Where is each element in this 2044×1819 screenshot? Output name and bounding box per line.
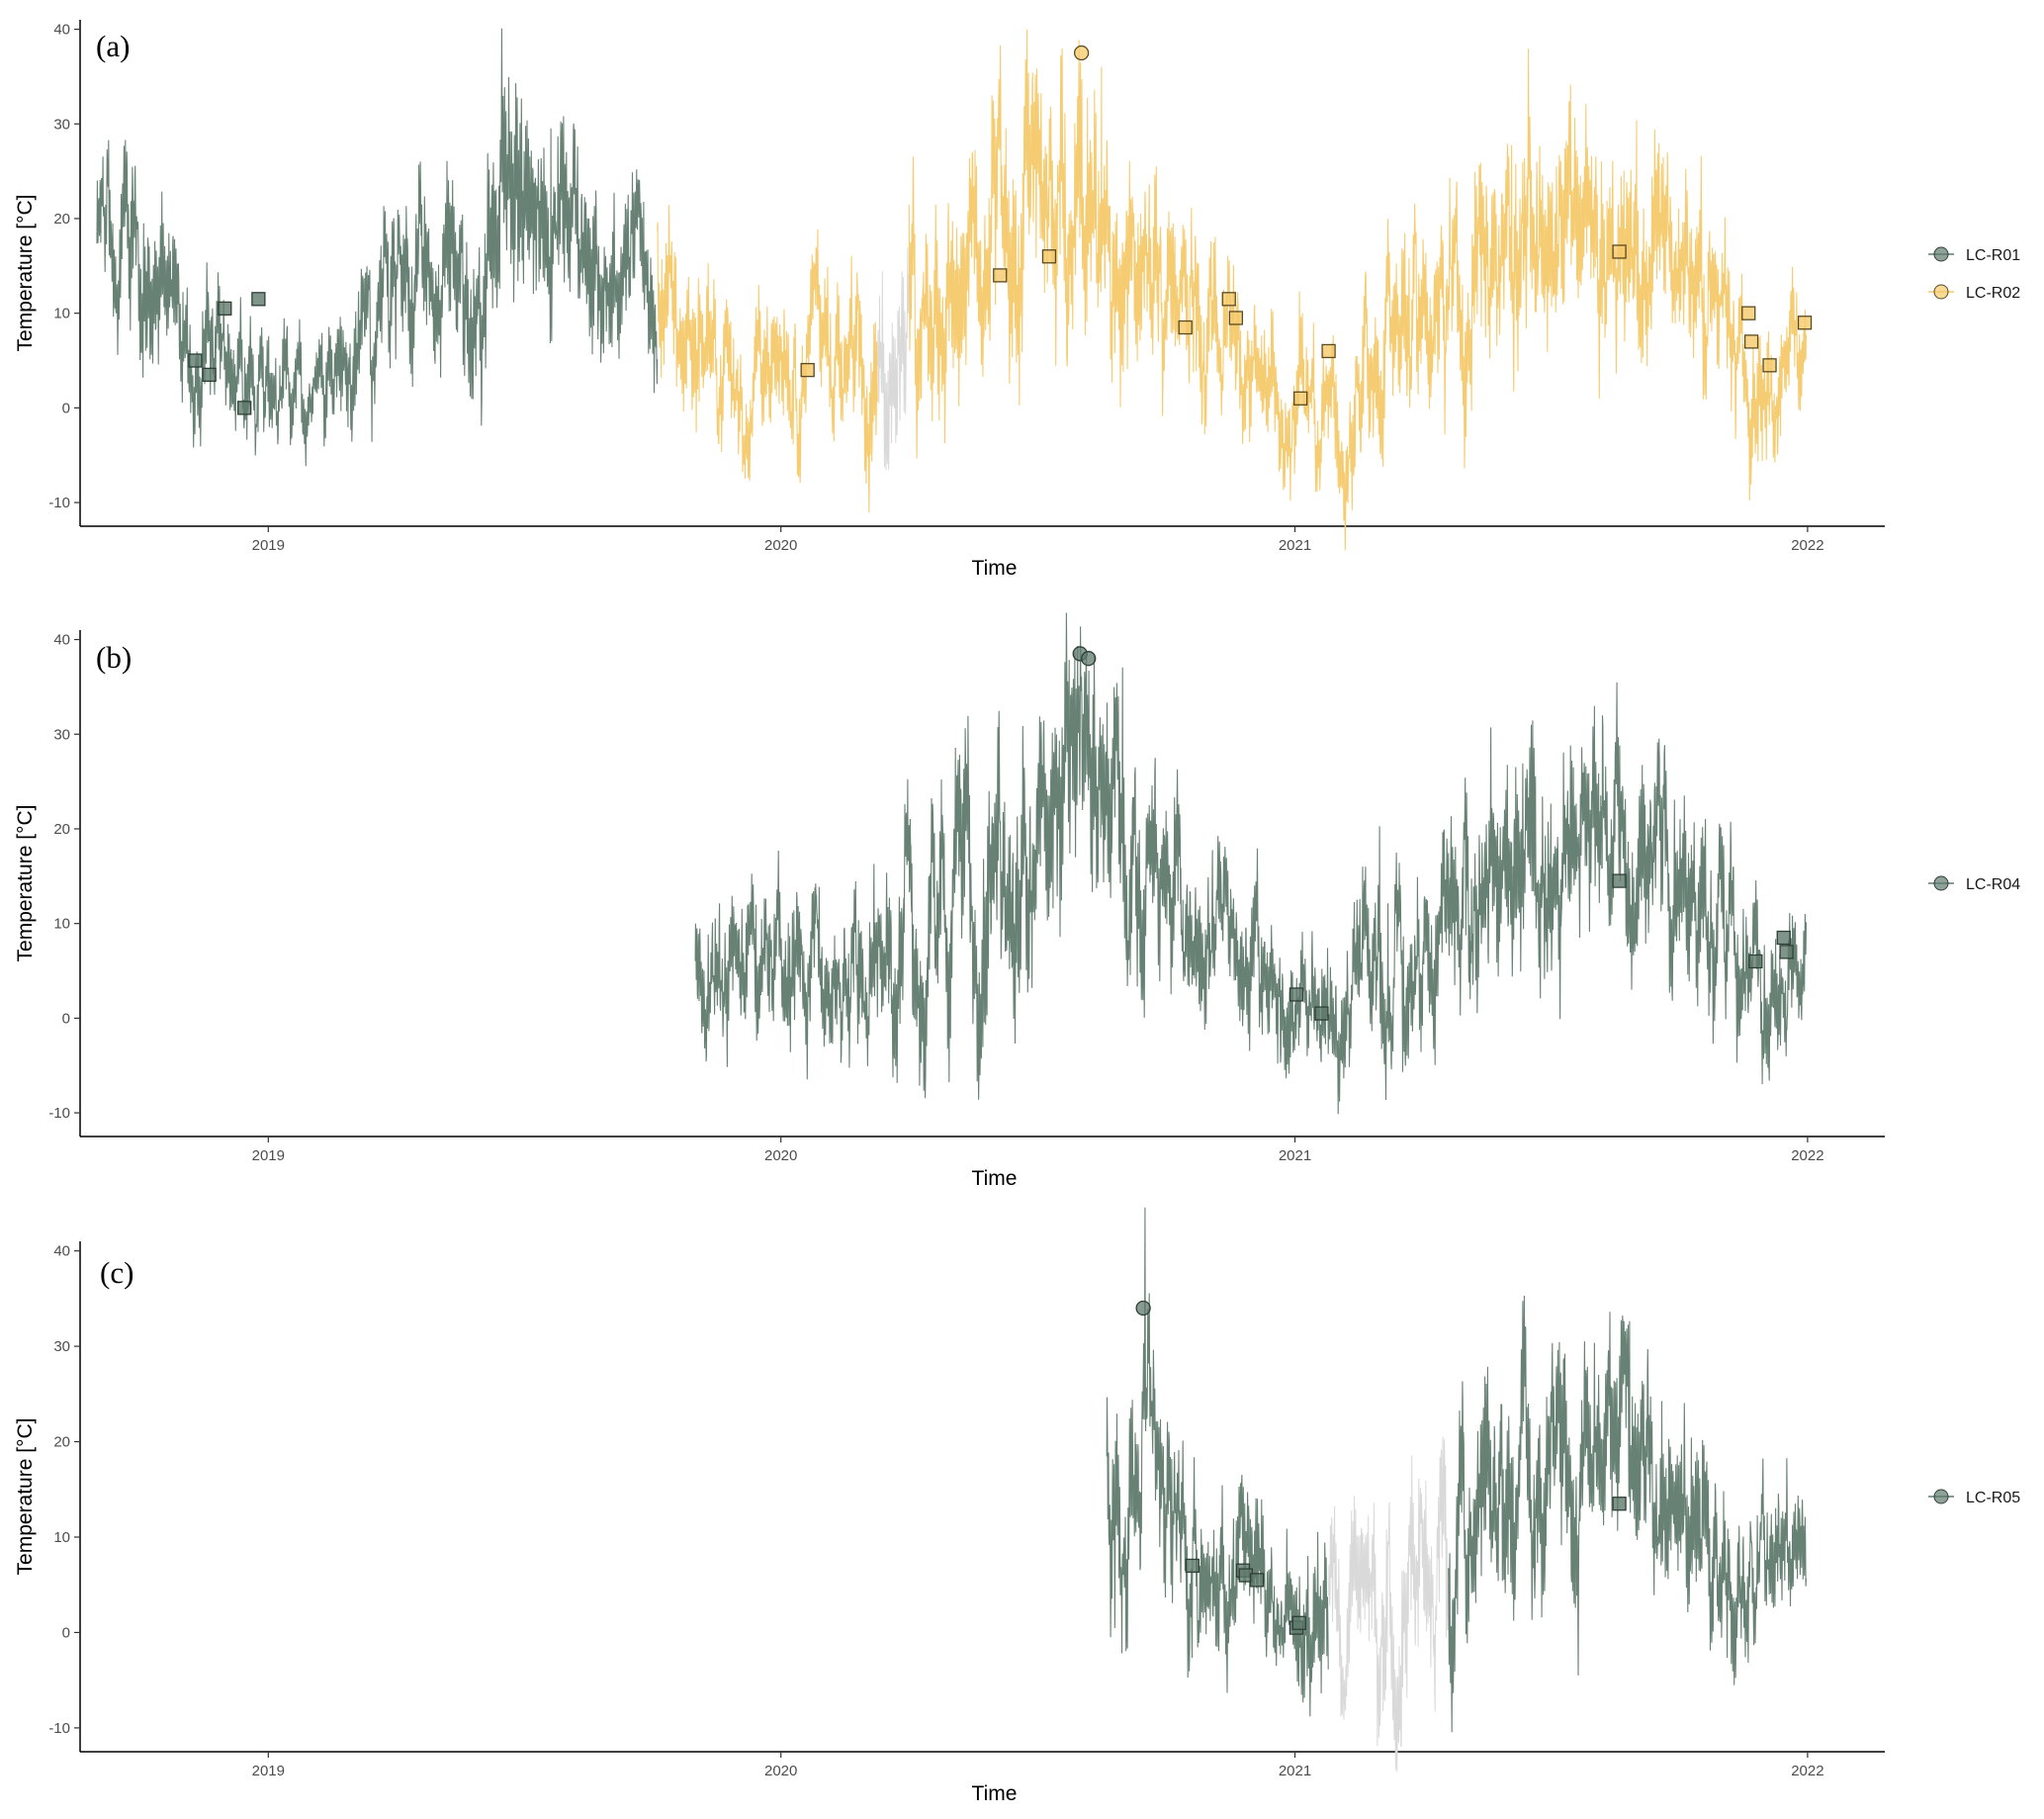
x-tick-label: 2021 [1279, 537, 1311, 554]
data-marker-square [202, 367, 217, 383]
x-tick-label: 2019 [252, 1763, 285, 1779]
series-line-lc-r01 [96, 28, 659, 467]
data-marker-circle [1073, 45, 1090, 61]
y-tick-label: 0 [62, 1624, 70, 1641]
x-tick-label: 2021 [1279, 1763, 1311, 1779]
y-tick-label: 0 [62, 400, 70, 416]
x-tick-label: 2020 [764, 537, 797, 554]
data-marker-square [237, 401, 252, 415]
legend-label-lc-r02: LC-R02 [1966, 285, 2020, 302]
y-axis-title: Temperature [°C] [14, 1418, 37, 1576]
data-marker-square [1762, 358, 1777, 373]
legend-label-lc-r04: LC-R04 [1966, 876, 2020, 893]
data-marker-square [993, 268, 1008, 283]
y-axis-title: Temperature [°C] [14, 195, 37, 352]
data-marker-square [218, 301, 232, 317]
x-axis-title: Time [972, 1167, 1018, 1190]
data-marker-square [1293, 391, 1308, 406]
legend-key-marker [1933, 875, 1949, 891]
panel-c: 40 30 20 10 0 -10 2019 2020 2021 2022 Time Temperat… [14, 1207, 2020, 1805]
series-line-lc-r02 [657, 29, 1808, 551]
data-marker-square [1289, 987, 1304, 1002]
data-marker-square [1321, 343, 1336, 359]
panel-a: 40 30 20 10 0 -10 2019 2020 2021 2022 Time Temperat… [14, 20, 2020, 580]
y-tick-label: 40 [53, 1243, 70, 1260]
legend-label-lc-r01: LC-R01 [1966, 247, 2020, 264]
y-tick-label: 10 [53, 306, 70, 322]
y-tick-label: 10 [53, 916, 70, 933]
data-marker-square [1291, 1615, 1306, 1630]
y-tick-label: 10 [53, 1529, 70, 1546]
panel-label: (b) [96, 640, 132, 675]
data-marker-square [1779, 945, 1794, 959]
data-marker-square [1314, 1006, 1329, 1021]
y-tick-label: 30 [53, 1338, 70, 1355]
x-tick-label: 2021 [1279, 1147, 1311, 1164]
y-tick-label: 0 [62, 1010, 70, 1027]
x-tick-label: 2019 [252, 537, 285, 554]
y-tick-label: -10 [48, 1720, 70, 1737]
legend-label-lc-r05: LC-R05 [1966, 1490, 2020, 1506]
data-marker-square [800, 362, 815, 378]
data-marker-square [1797, 316, 1813, 330]
data-marker-square [251, 292, 266, 307]
data-marker-square [1741, 306, 1756, 320]
y-tick-label: 30 [53, 726, 70, 743]
y-tick-label: -10 [48, 1105, 70, 1122]
y-tick-label: -10 [48, 495, 70, 511]
data-marker-square [1612, 1497, 1627, 1511]
x-tick-label: 2022 [1791, 1147, 1823, 1164]
x-tick-label: 2020 [764, 1763, 797, 1779]
data-marker-square [188, 353, 203, 368]
x-tick-label: 2022 [1791, 1763, 1823, 1779]
series-line-lc-r04 [694, 612, 1808, 1115]
legend-key-marker [1933, 246, 1949, 262]
data-marker-square [1748, 954, 1763, 969]
y-tick-label: 20 [53, 211, 70, 227]
legend-key-marker [1933, 284, 1949, 300]
legend-key-marker [1933, 1489, 1949, 1504]
x-axis-title: Time [972, 557, 1018, 580]
data-marker-square [1776, 930, 1791, 946]
data-marker-square [1041, 249, 1057, 264]
panel-b: 40 30 20 10 0 -10 2019 2020 2021 2022 Time Temperat… [14, 612, 2020, 1190]
data-marker-circle [1081, 651, 1097, 667]
data-marker-square [1612, 873, 1627, 888]
data-marker-circle [1135, 1300, 1151, 1317]
data-marker-square [1228, 311, 1244, 325]
y-tick-label: 40 [53, 632, 70, 649]
panel-label: (a) [96, 29, 130, 63]
y-axis-title: Temperature [°C] [14, 805, 37, 962]
y-tick-label: 20 [53, 821, 70, 838]
data-marker-square [1250, 1573, 1265, 1588]
panel-label: (c) [100, 1255, 133, 1290]
data-marker-square [1612, 244, 1627, 259]
data-marker-square [1178, 319, 1193, 335]
series-line-lc-r05 [1106, 1207, 1808, 1733]
y-tick-label: 40 [53, 22, 70, 39]
data-marker-square [1221, 292, 1236, 307]
y-tick-label: 30 [53, 116, 70, 133]
x-tick-label: 2022 [1791, 537, 1823, 554]
x-axis-title: Time [972, 1782, 1018, 1805]
series-gap-line [877, 247, 910, 471]
x-tick-label: 2019 [252, 1147, 285, 1164]
y-tick-label: 20 [53, 1434, 70, 1451]
x-tick-label: 2020 [764, 1147, 797, 1164]
data-marker-square [1185, 1558, 1200, 1574]
series-gap-line [1328, 1436, 1449, 1773]
data-marker-square [1743, 334, 1759, 349]
